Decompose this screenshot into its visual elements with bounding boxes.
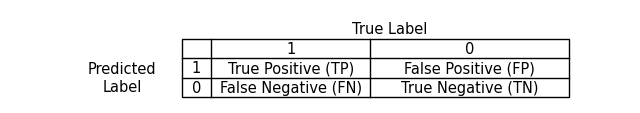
- Text: True Negative (TN): True Negative (TN): [401, 80, 538, 95]
- Text: 1: 1: [286, 42, 296, 57]
- Text: False Positive (FP): False Positive (FP): [404, 61, 535, 76]
- Text: Label: Label: [102, 79, 142, 94]
- Text: 0: 0: [192, 80, 201, 95]
- Text: 1: 1: [192, 61, 201, 76]
- Bar: [182, 40, 568, 97]
- Text: True Label: True Label: [352, 21, 428, 36]
- Text: False Negative (FN): False Negative (FN): [220, 80, 362, 95]
- Text: 0: 0: [465, 42, 474, 57]
- Text: Predicted: Predicted: [88, 62, 156, 77]
- Text: True Positive (TP): True Positive (TP): [228, 61, 354, 76]
